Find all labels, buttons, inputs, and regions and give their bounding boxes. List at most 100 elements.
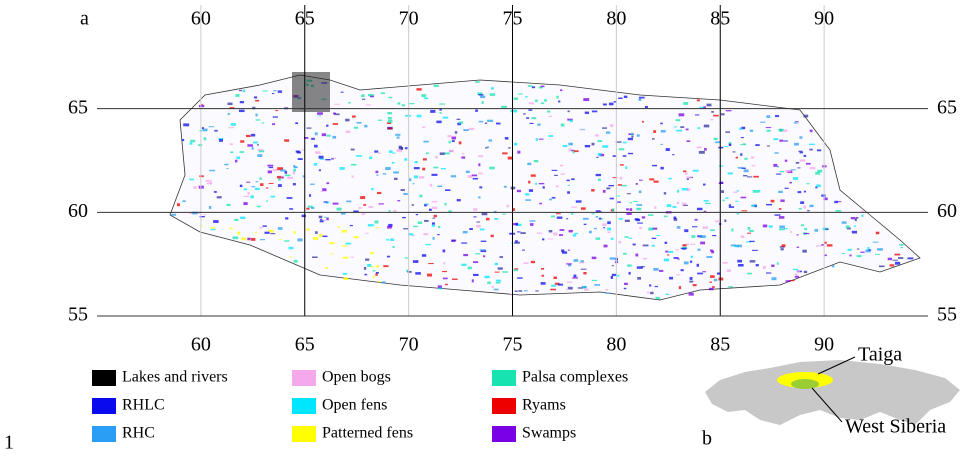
speckle (857, 255, 862, 257)
speckle (289, 208, 293, 210)
speckle (809, 149, 812, 151)
speckle (816, 184, 820, 187)
speckle (574, 259, 579, 262)
speckle (780, 171, 784, 172)
speckle (253, 141, 258, 143)
speckle (257, 149, 263, 151)
figure: a Taiga West Siberia b 1 606065657070757… (0, 0, 970, 461)
speckle (394, 178, 398, 180)
speckle (684, 261, 689, 264)
speckle (892, 260, 898, 261)
speckle (240, 217, 245, 219)
speckle (607, 228, 611, 231)
speckle (568, 264, 571, 266)
speckle (797, 271, 800, 272)
speckle (581, 207, 586, 209)
speckle (724, 219, 726, 222)
speckle (525, 199, 531, 201)
speckle (592, 280, 597, 281)
speckle (629, 202, 632, 203)
speckle (312, 256, 318, 258)
speckle (560, 165, 563, 167)
speckle (517, 277, 522, 278)
speckle (637, 134, 640, 136)
speckle (800, 159, 806, 161)
speckle (409, 103, 414, 104)
speckle (388, 117, 392, 120)
speckle (358, 207, 361, 209)
speckle (868, 249, 871, 250)
speckle (255, 114, 257, 117)
speckle (710, 119, 713, 120)
speckle (570, 120, 573, 123)
speckle (418, 221, 423, 224)
speckle (598, 153, 601, 156)
speckle (721, 113, 725, 115)
speckle (250, 195, 253, 198)
speckle (785, 170, 791, 172)
speckle (520, 232, 525, 234)
speckle (423, 158, 427, 160)
speckle (551, 215, 555, 217)
speckle (541, 86, 545, 88)
speckle (484, 276, 489, 278)
speckle (692, 226, 697, 227)
speckle (810, 130, 813, 133)
speckle (645, 106, 648, 108)
speckle (642, 121, 644, 123)
speckle (393, 171, 399, 173)
speckle (350, 257, 353, 258)
speckle (755, 144, 759, 146)
speckle (763, 266, 766, 269)
speckle (297, 238, 302, 241)
x-tick-label: 60 (191, 334, 211, 356)
speckle (669, 277, 673, 280)
speckle (257, 144, 259, 145)
speckle (267, 165, 273, 167)
speckle (731, 229, 733, 232)
speckle (797, 234, 799, 235)
speckle (697, 146, 702, 148)
speckle (543, 186, 545, 188)
speckle (378, 120, 382, 121)
speckle (362, 99, 365, 100)
speckle (695, 219, 698, 221)
speckle (854, 226, 856, 227)
speckle (604, 245, 608, 248)
speckle (247, 238, 250, 241)
speckle (199, 105, 204, 107)
speckle (549, 199, 552, 201)
speckle (654, 206, 656, 209)
speckle (376, 227, 378, 228)
speckle (679, 113, 685, 116)
speckle (612, 208, 614, 211)
speckle (213, 220, 218, 223)
speckle (736, 245, 741, 248)
speckle (653, 268, 658, 271)
speckle (581, 269, 587, 270)
speckle (502, 214, 506, 215)
speckle (219, 139, 223, 142)
speckle (668, 178, 671, 180)
speckle (277, 176, 281, 179)
speckle (193, 186, 197, 189)
speckle (677, 226, 681, 229)
speckle (851, 217, 856, 219)
speckle (204, 137, 207, 140)
speckle (331, 158, 334, 159)
speckle (466, 171, 470, 173)
speckle (697, 127, 700, 129)
speckle (177, 203, 180, 206)
speckle (382, 281, 386, 283)
speckle (649, 284, 651, 286)
speckle (733, 151, 736, 152)
speckle (620, 177, 623, 180)
speckle (629, 272, 631, 275)
speckle (190, 179, 194, 181)
speckle (602, 223, 606, 226)
speckle (209, 206, 211, 209)
speckle (899, 244, 903, 246)
y-tick-label: 65 (68, 96, 88, 118)
speckle (595, 134, 599, 136)
speckle (269, 183, 274, 184)
